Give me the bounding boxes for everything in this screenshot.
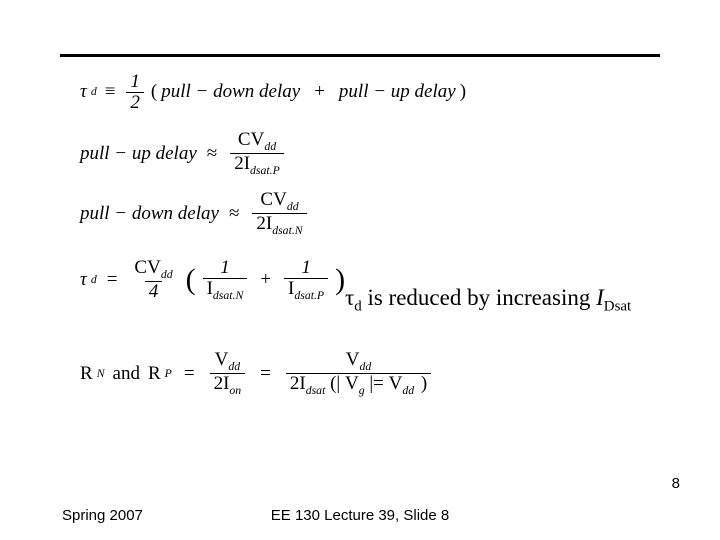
- num-vdd2: Vdd: [342, 350, 376, 373]
- den-2idsat-cond: 2Idsat (| Vg |= Vdd ): [286, 373, 431, 397]
- equation-tau-def: τd ≡ 1 2 ( pull − down delay + pull − up…: [80, 72, 466, 113]
- annotation-I: I: [596, 285, 604, 310]
- equals: =: [184, 363, 195, 385]
- annotation-middle: is reduced by increasing: [367, 285, 596, 310]
- frac-den: 2: [126, 92, 144, 113]
- num-1b: 1: [297, 258, 315, 278]
- annotation-dsat: Dsat: [604, 299, 631, 315]
- num-cvdd: CVdd: [130, 258, 176, 281]
- frac-den-2idsatn: 2Idsat.N: [252, 213, 306, 237]
- plus: +: [314, 81, 325, 103]
- approx: ≈: [207, 143, 217, 165]
- frac-num: 1: [126, 72, 144, 92]
- annotation-text: τd is reduced by increasing IDsat: [345, 285, 631, 316]
- den-4: 4: [145, 281, 163, 302]
- den-idsatp: Idsat.P: [284, 278, 328, 302]
- plus: +: [260, 269, 271, 291]
- frac-den-2idsatp: 2Idsat.P: [230, 153, 284, 177]
- sub-P: P: [165, 367, 172, 381]
- divider: [60, 54, 660, 57]
- lparen: (: [151, 81, 157, 103]
- num-1: 1: [216, 258, 234, 278]
- pull-down-lhs: pull − down delay: [80, 203, 219, 225]
- den-idsatn: Idsat.N: [203, 278, 248, 302]
- equiv-sign: ≡: [105, 81, 116, 103]
- equation-pull-up: pull − up delay ≈ CVdd 2Idsat.P: [80, 130, 287, 177]
- equation-pull-down: pull − down delay ≈ CVdd 2Idsat.N: [80, 190, 310, 237]
- equation-tau-sum: τd = CVdd 4 ( 1 Idsat.N + 1 Idsat.P ): [80, 258, 345, 302]
- and-word: and: [113, 363, 140, 385]
- pull-down-delay-term: pull − down delay: [161, 81, 300, 103]
- equals: =: [107, 269, 118, 291]
- sub-d-anno: d: [354, 299, 361, 315]
- pull-up-delay-term: pull − up delay: [339, 81, 456, 103]
- rparen: ): [460, 81, 466, 103]
- equation-rn-rp: RN and RP = Vdd 2Ion = Vdd 2Idsat (| Vg …: [80, 350, 434, 397]
- pull-up-lhs: pull − up delay: [80, 143, 197, 165]
- sub-N: N: [97, 367, 105, 381]
- sub-d: d: [91, 85, 97, 99]
- big-lparen: (: [186, 263, 196, 297]
- num-vdd: Vdd: [211, 350, 245, 373]
- frac-num-cvdd: CVdd: [234, 130, 280, 153]
- footer-center: EE 130 Lecture 39, Slide 8: [0, 507, 720, 524]
- sub-d: d: [91, 273, 97, 287]
- approx: ≈: [229, 203, 239, 225]
- frac-num-cvdd: CVdd: [256, 190, 302, 213]
- den-2ion: 2Ion: [210, 373, 246, 397]
- page-number: 8: [672, 475, 680, 492]
- equals2: =: [260, 363, 271, 385]
- big-rparen: ): [335, 263, 345, 297]
